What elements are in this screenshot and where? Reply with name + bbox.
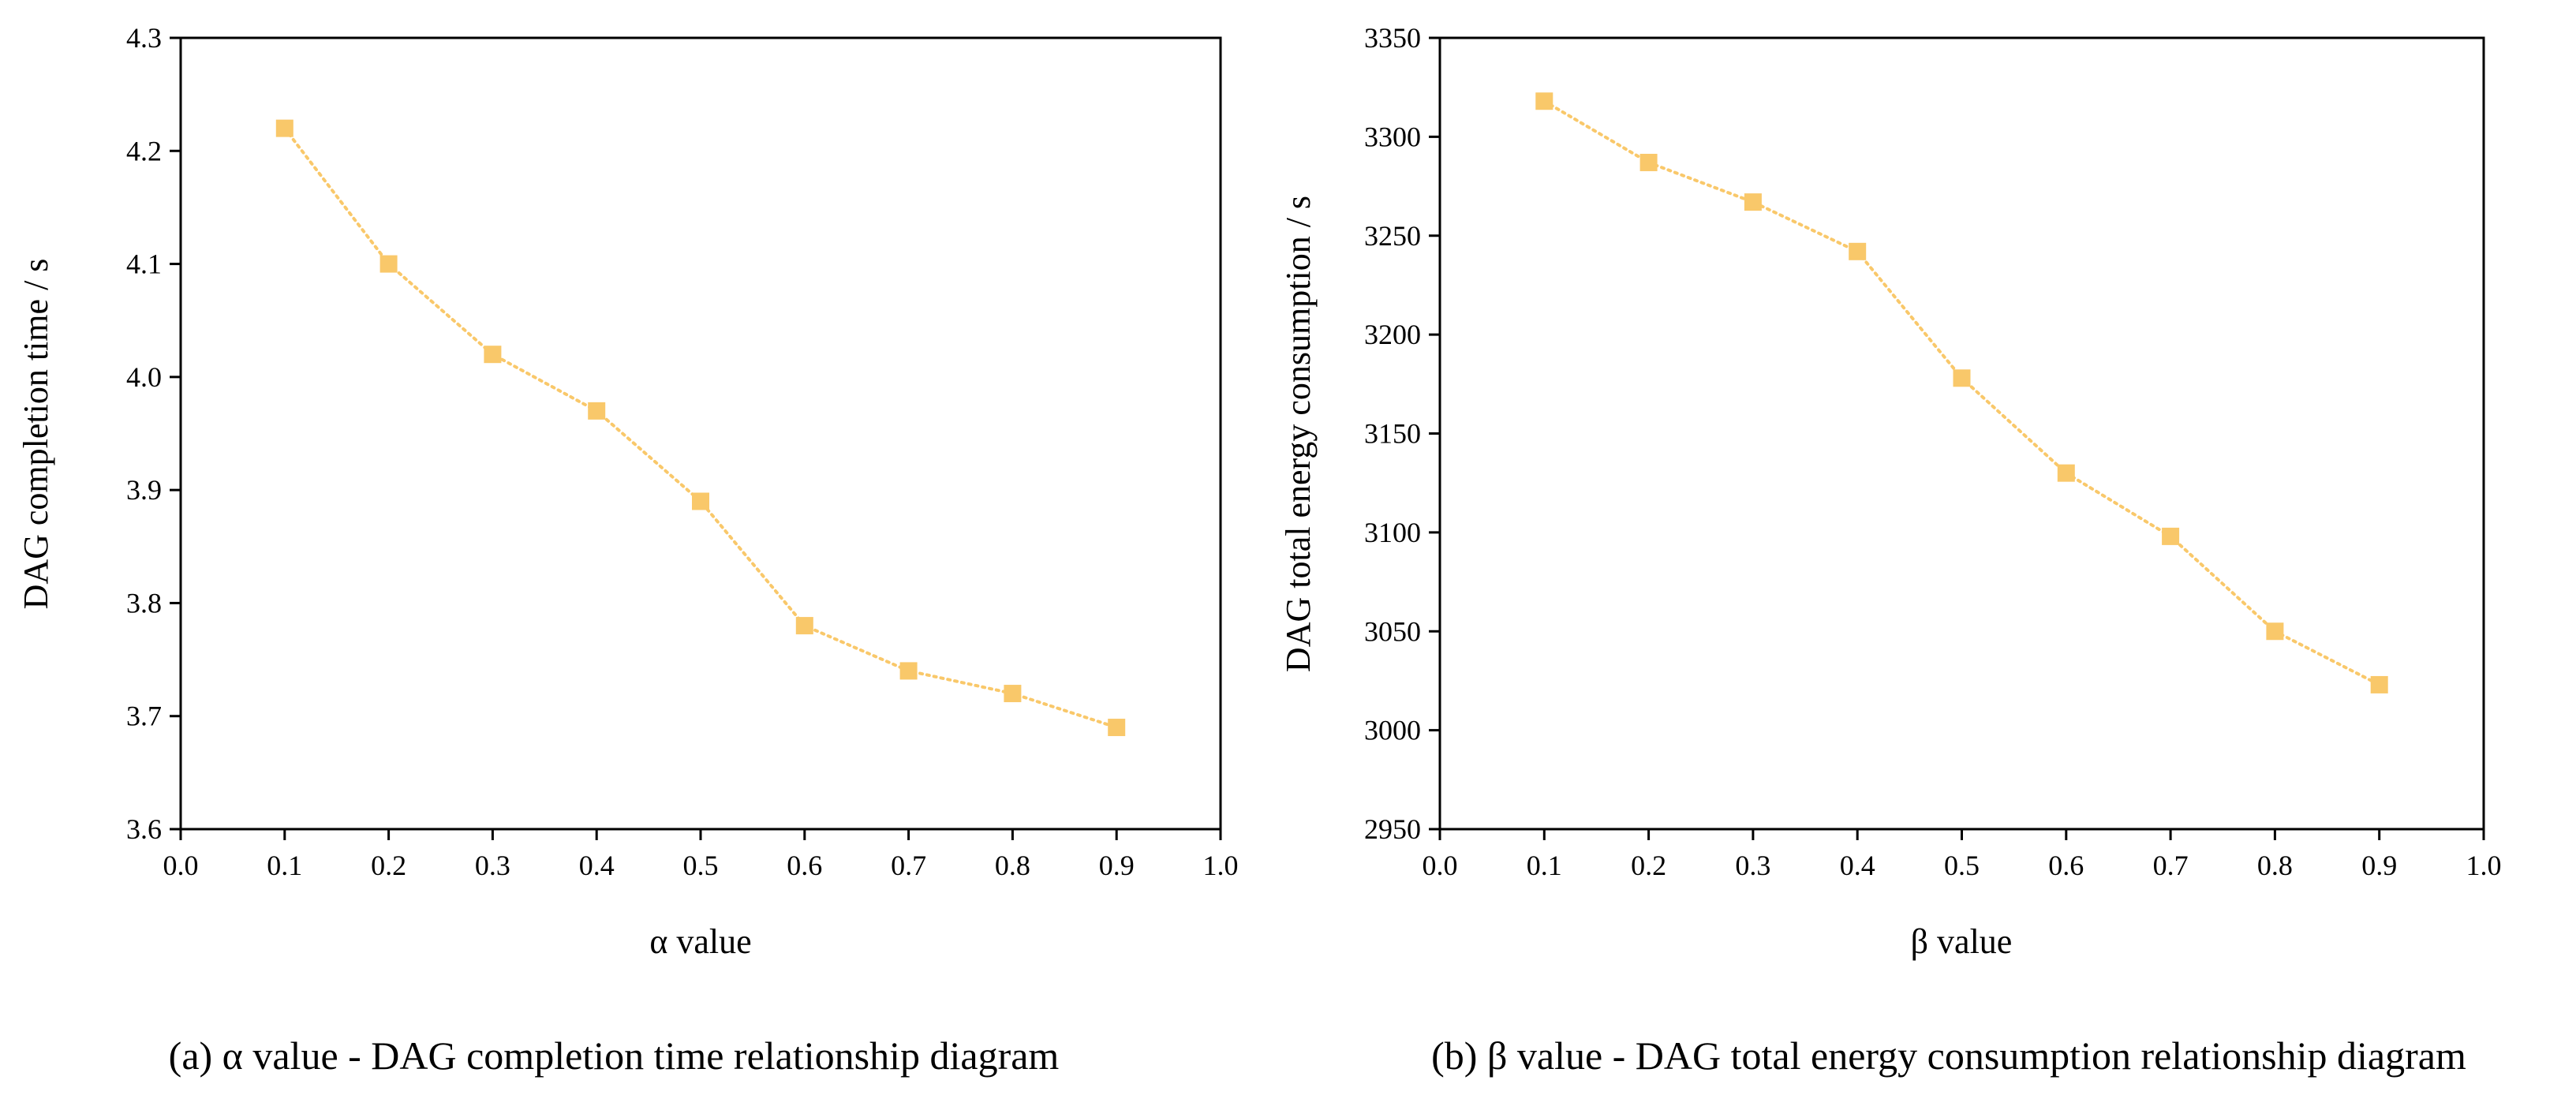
chart-a-x-tick-label: 1.0 (1203, 850, 1239, 881)
chart-a-x-axis: 0.0 0.1 0.2 0.3 0.4 0.5 0.6 0.7 0.8 0.9 1.0 (163, 829, 1239, 881)
chart-b-y-axis-title: DAG total energy consumption / s (1279, 196, 1318, 672)
chart-a-data-point (692, 492, 709, 510)
chart-a-x-tick-label: 0.6 (787, 850, 822, 881)
chart-b-data-point (2266, 622, 2284, 641)
chart-a-y-tick-label: 3.8 (126, 587, 162, 619)
chart-b-data-point (1849, 242, 1867, 260)
chart-b-series-line (1542, 99, 2381, 686)
chart-a-y-tick-label: 4.1 (126, 249, 162, 280)
chart-b-x-tick-label: 0.7 (2153, 850, 2189, 881)
chart-b-y-tick-label: 3250 (1364, 220, 1421, 252)
chart-b-data-point (2370, 675, 2388, 693)
chart-a-x-tick-label: 0.8 (995, 850, 1030, 881)
chart-b-y-tick-label: 3200 (1364, 319, 1421, 350)
chart-b-caption: (b) β value - DAG total energy consumpti… (1431, 1033, 2466, 1078)
chart-a-x-tick-label: 0.5 (683, 850, 719, 881)
chart-b-y-tick-label: 3000 (1364, 715, 1421, 746)
chart-a-data-point (795, 617, 813, 635)
chart-b-data-point (2162, 527, 2180, 545)
chart-b-x-axis: 0.0 0.1 0.2 0.3 0.4 0.5 0.6 0.7 0.8 0.9 1.0 (1423, 829, 2502, 881)
chart-a-x-tick-label: 0.0 (163, 850, 199, 881)
chart-b-plot-frame (1438, 36, 2485, 831)
chart-b-y-tick-label: 3350 (1364, 22, 1421, 54)
chart-b-x-tick-label: 0.0 (1423, 850, 1458, 881)
chart-a-data-point (379, 255, 398, 273)
chart-a-y-tick-label: 4.3 (126, 22, 162, 54)
chart-b-y-tick-label: 3300 (1364, 121, 1421, 152)
chart-a-y-axis: 3.6 3.7 3.8 3.9 4.0 4.1 4.2 4.3 (126, 22, 181, 845)
chart-a-data-point (588, 402, 606, 420)
chart-a-y-tick-label: 3.7 (126, 701, 162, 732)
chart-a-y-tick-label: 4.0 (126, 361, 162, 393)
chart-b-data-point (2057, 464, 2075, 482)
chart-a: 3.6 3.7 3.8 3.9 4.0 4.1 4.2 4.3 0.0 0.1 0.2 0.3 0.4… (17, 22, 1239, 1078)
chart-a-x-tick-label: 0.7 (891, 850, 926, 881)
chart-a-x-tick-label: 0.2 (371, 850, 406, 881)
chart-b-x-tick-label: 0.9 (2361, 850, 2397, 881)
chart-b-y-tick-label: 3150 (1364, 418, 1421, 450)
chart-a-x-axis-title: α value (649, 922, 751, 961)
chart-a-data-point (275, 119, 293, 137)
chart-a-caption: (a) α value - DAG completion time relati… (169, 1033, 1060, 1078)
chart-a-data-point (1004, 685, 1022, 703)
chart-a-series (275, 119, 1126, 737)
chart-b-x-axis-title: β value (1911, 922, 2013, 961)
chart-b-x-tick-label: 0.6 (2048, 850, 2084, 881)
chart-a-x-tick-label: 0.3 (475, 850, 510, 881)
chart-b-y-tick-label: 3050 (1364, 615, 1421, 647)
chart-b-x-tick-label: 0.4 (1840, 850, 1875, 881)
chart-a-series-line (282, 126, 1119, 730)
chart-b-x-tick-label: 1.0 (2466, 850, 2502, 881)
chart-b-x-tick-label: 0.1 (1527, 850, 1562, 881)
chart-b-data-point (1535, 92, 1553, 110)
chart-b-x-tick-label: 0.2 (1631, 850, 1666, 881)
chart-b-series (1535, 92, 2388, 693)
chart-a-x-tick-label: 0.9 (1099, 850, 1135, 881)
chart-b-data-point (1953, 369, 1971, 387)
chart-a-data-point (1108, 719, 1126, 737)
chart-a-x-tick-label: 0.1 (267, 850, 302, 881)
chart-b-y-tick-label: 2950 (1364, 813, 1421, 845)
chart-b-x-tick-label: 0.8 (2257, 850, 2293, 881)
chart-a-data-point (899, 662, 918, 680)
chart-a-y-tick-label: 3.9 (126, 474, 162, 506)
chart-a-y-axis-title: DAG completion time / s (17, 259, 55, 610)
chart-b-y-tick-label: 3100 (1364, 517, 1421, 548)
chart-a-x-tick-label: 0.4 (579, 850, 615, 881)
chart-a-y-tick-label: 4.2 (126, 135, 162, 166)
chart-b-data-point (1639, 153, 1658, 171)
chart-b: 2950 3000 3050 3100 3150 3200 3250 3300 3350 0.0… (1279, 22, 2502, 1078)
chart-a-data-point (484, 346, 502, 364)
chart-b-x-tick-label: 0.3 (1735, 850, 1770, 881)
chart-b-y-axis: 2950 3000 3050 3100 3150 3200 3250 3300 3350 (1364, 22, 1440, 845)
chart-a-y-tick-label: 3.6 (126, 813, 162, 845)
chart-b-x-tick-label: 0.5 (1944, 850, 1980, 881)
chart-b-data-point (1744, 193, 1762, 211)
